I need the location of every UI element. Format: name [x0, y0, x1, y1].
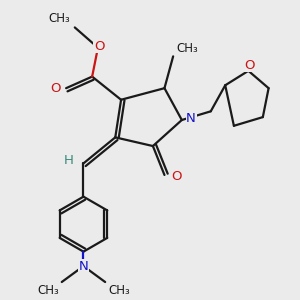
Text: O: O — [50, 82, 60, 95]
Text: O: O — [94, 40, 105, 53]
Text: O: O — [172, 170, 182, 183]
Text: H: H — [64, 154, 73, 167]
Text: O: O — [244, 58, 255, 71]
Text: CH₃: CH₃ — [176, 42, 198, 55]
Text: N: N — [79, 260, 88, 273]
Text: N: N — [186, 112, 196, 125]
Text: CH₃: CH₃ — [49, 11, 70, 25]
Text: CH₃: CH₃ — [37, 284, 59, 297]
Text: CH₃: CH₃ — [108, 284, 130, 297]
